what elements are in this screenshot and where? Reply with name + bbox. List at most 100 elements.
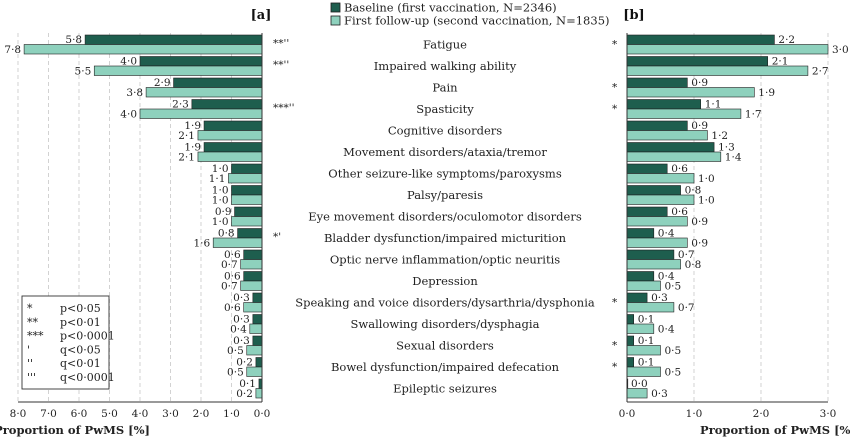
panel-a-followup-value: 0·7 xyxy=(221,259,238,271)
panel-b-significance-marker: * xyxy=(612,82,618,94)
significance-key-text: q<0·0001 xyxy=(60,371,115,384)
panel-a-followup-value: 1·6 xyxy=(193,238,210,250)
panel-b-baseline-bar xyxy=(626,357,634,368)
panel-b-followup-value: 1·0 xyxy=(698,173,715,185)
panel-a-x-tick-label: 7·0 xyxy=(40,408,57,420)
panel-b-baseline-value: 0·3 xyxy=(651,292,668,304)
significance-key-symbol: ''' xyxy=(27,371,36,384)
panel-a-followup-value: 0·5 xyxy=(227,367,244,379)
category-labels: Fatigue Impaired walking ability Pain Spast… xyxy=(295,38,595,396)
significance-key-symbol: * xyxy=(27,302,33,315)
panel-b-baseline-value: 1·3 xyxy=(718,142,735,154)
panel-a-followup-value: 3·8 xyxy=(126,87,143,99)
category-label: Movement disorders/ataxia/tremor xyxy=(343,145,547,159)
panel-b-x-tick-label: 2·0 xyxy=(753,408,770,420)
panel-b-baseline-bar xyxy=(626,271,655,282)
panel-b-baseline-value: 2·1 xyxy=(772,56,789,68)
panel-a-followup-bar xyxy=(231,194,263,205)
panel-b-baseline-value: 0·1 xyxy=(638,335,655,347)
panel-a-x-tick-label: 8·0 xyxy=(10,408,27,420)
panel-b-baseline-value: 0·6 xyxy=(671,163,688,175)
panel-a-x-tick-label: 3·0 xyxy=(162,408,179,420)
panel-b-x-tick-label: 1·0 xyxy=(686,408,703,420)
category-label: Cognitive disorders xyxy=(388,124,502,138)
significance-key-symbol: '' xyxy=(27,357,33,370)
panel-a-baseline-bar xyxy=(255,357,263,368)
legend-followup-swatch xyxy=(330,15,341,26)
panel-b-baseline-bar xyxy=(626,34,775,45)
panel-a-x-tick-label: 5·0 xyxy=(101,408,118,420)
panel-a-bars: 5·87·8**''4·05·5**''2·93·82·34·0***''1·9… xyxy=(4,34,294,400)
panel-a-followup-bar xyxy=(197,151,263,162)
panel-b-baseline-value: 0·4 xyxy=(658,228,675,240)
panel-b-baseline-value: 0·9 xyxy=(691,77,708,89)
legend: Baseline (first vaccination, N=2346) Fir… xyxy=(330,1,610,28)
panel-b-baseline-bar xyxy=(626,314,634,325)
panel-b-x-axis-label: Proportion of PwMS [%] xyxy=(700,423,850,437)
significance-key-text: q<0·01 xyxy=(60,357,101,370)
category-label: Swallowing disorders/dysphagia xyxy=(351,317,540,331)
panel-b-significance-marker: * xyxy=(612,340,618,352)
panel-a-followup-bar xyxy=(249,323,263,334)
panel-b-followup-value: 1·9 xyxy=(758,87,775,99)
panel-a-followup-value: 0·7 xyxy=(221,281,238,293)
panel-a-baseline-bar xyxy=(231,163,263,174)
panel-b-followup-value: 0·9 xyxy=(691,216,708,228)
panel-a-baseline-bar xyxy=(243,271,263,282)
panel-b-baseline-bar xyxy=(626,249,675,260)
panel-b-followup-value: 0·4 xyxy=(658,324,675,336)
legend-baseline-label: Baseline (first vaccination, N=2346) xyxy=(344,1,557,15)
panel-a-title: [a] xyxy=(251,8,272,23)
panel-a-baseline-value: 1·9 xyxy=(184,142,201,154)
panel-b-followup-value: 0·3 xyxy=(651,388,668,400)
panel-b-significance-marker: * xyxy=(612,39,618,51)
category-label: Pain xyxy=(432,81,458,95)
panel-a-x-tick-label: 1·0 xyxy=(223,408,240,420)
panel-a-followup-bar xyxy=(240,259,263,270)
panel-a-baseline-value: 0·8 xyxy=(218,228,235,240)
panel-a-followup-value: 0·5 xyxy=(227,345,244,357)
panel-a-baseline-value: 0·3 xyxy=(233,335,250,347)
panel-a-x-tick-label: 0·0 xyxy=(254,408,271,420)
significance-key-symbol: ' xyxy=(27,343,30,356)
panel-a-followup-bar xyxy=(139,108,263,119)
panel-a-followup-bar xyxy=(231,216,263,227)
panel-b-followup-bar xyxy=(626,280,661,291)
panel-b-baseline-value: 0·8 xyxy=(685,185,702,197)
category-label: Spasticity xyxy=(416,102,474,116)
panel-b-baseline-bar xyxy=(626,335,634,346)
panel-a-baseline-bar xyxy=(234,206,263,217)
panel-b-followup-value: 0·5 xyxy=(665,345,682,357)
panel-a-followup-bar xyxy=(228,173,263,184)
panel-a-baseline-bar xyxy=(243,249,263,260)
panel-b-followup-bar xyxy=(626,44,829,55)
panel-a-baseline-bar xyxy=(139,56,263,67)
panel-a-baseline-value: 0·1 xyxy=(239,378,256,390)
significance-key-symbol: *** xyxy=(27,330,44,343)
panel-a-followup-bar xyxy=(197,130,263,141)
panel-a-followup-value: 4·0 xyxy=(120,109,137,121)
panel-b-followup-value: 0·5 xyxy=(665,367,682,379)
panel-a-followup-value: 7·8 xyxy=(4,44,21,56)
panel-b-significance-marker: * xyxy=(612,103,618,115)
panel-b-baseline-value: 0·7 xyxy=(678,249,695,261)
panel-b-followup-value: 1·0 xyxy=(698,195,715,207)
panel-b-baseline-value: 0·9 xyxy=(691,120,708,132)
panel-b-baseline-bar xyxy=(626,163,668,174)
significance-key-box xyxy=(21,295,110,390)
panel-a-followup-bar xyxy=(240,280,263,291)
panel-b-followup-value: 0·7 xyxy=(678,302,695,314)
panel-a-followup-value: 2·1 xyxy=(178,130,195,142)
category-label: Speaking and voice disorders/dysarthria/… xyxy=(295,296,595,310)
panel-a-followup-value: 2·1 xyxy=(178,152,195,164)
panel-a-baseline-bar xyxy=(252,292,263,303)
panel-b-followup-bar xyxy=(626,108,742,119)
panel-a-baseline-value: 1·0 xyxy=(212,163,229,175)
panel-b-bars: 2·23·0*2·12·70·91·9*1·11·7*0·91·21·31·40… xyxy=(612,34,849,400)
panel-a-baseline-value: 5·8 xyxy=(65,34,82,46)
panel-a-baseline-value: 2·3 xyxy=(172,99,189,111)
panel-b-baseline-bar xyxy=(626,206,668,217)
legend-baseline-swatch xyxy=(330,2,341,13)
panel-b-baseline-bar xyxy=(626,120,688,131)
panel-a-followup-value: 1·0 xyxy=(212,195,229,207)
